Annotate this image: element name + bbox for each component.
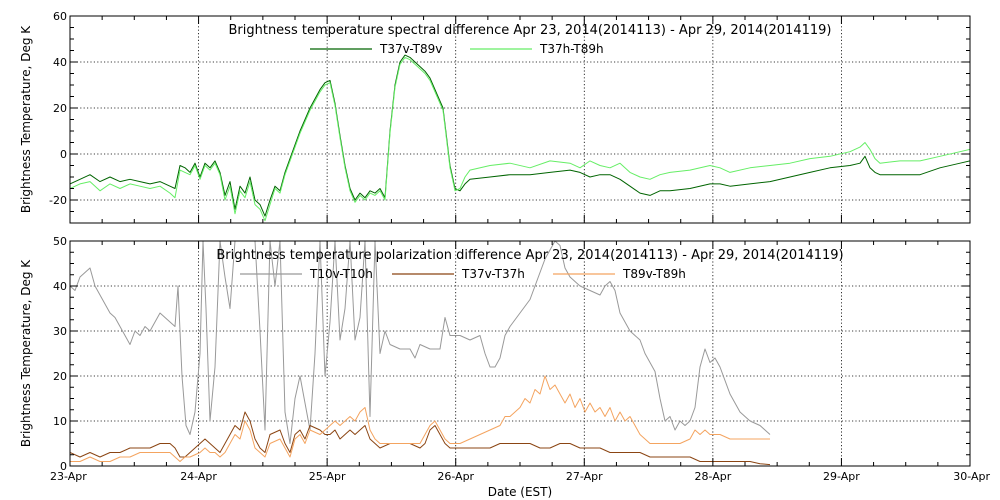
legend-label: T37v-T37h (461, 267, 525, 281)
y-tick-label: -20 (49, 194, 67, 207)
y-tick-label: 40 (53, 56, 67, 69)
grid-lines (70, 16, 970, 223)
legend-label: T10v-T10h (309, 267, 373, 281)
series-group (70, 241, 771, 466)
y-tick-label: 40 (53, 280, 67, 293)
plot-frame (69, 15, 971, 224)
y-tick-label: 50 (53, 235, 67, 248)
series-line-t37v-t89v (70, 54, 970, 217)
x-tick-label: 27-Apr (566, 470, 603, 483)
y-tick-label: 10 (53, 415, 67, 428)
grid-lines (70, 241, 970, 466)
panel-polarization-difference: 0 10 20 30 40 50 Brightness Temperature, Deg K… (19, 235, 971, 473)
y-tick-label: 0 (60, 148, 67, 161)
x-tick-label: 28-Apr (694, 470, 731, 483)
y-tick-label: 0 (60, 460, 67, 473)
series-line-t89v-t89h (70, 375, 770, 462)
x-tick-label: 25-Apr (309, 470, 346, 483)
x-tick-label: 24-Apr (180, 470, 217, 483)
series-line-t37v-t37h (70, 411, 771, 466)
panel-title: Brightness temperature polarization diff… (216, 248, 843, 263)
x-tick-label: 26-Apr (437, 470, 474, 483)
x-tick-label: 23-Apr (50, 470, 87, 483)
legend-label: T37h-T89h (539, 42, 604, 56)
series-line-t10v-t10h (70, 241, 771, 444)
y-tick-label: 20 (53, 370, 67, 383)
y-tick-label: 60 (53, 10, 67, 23)
panel-title: Brightness temperature spectral differen… (228, 23, 831, 38)
y-axis-title: Brightness Temperature, Deg K (19, 25, 33, 213)
series-group (70, 54, 970, 222)
x-tick-label: 30-Apr (953, 470, 990, 483)
legend-label: T37v-T89v (379, 42, 442, 56)
series-line-t37h-t89h (70, 56, 970, 222)
y-axis-title: Brightness Temperature, Deg K (19, 259, 33, 447)
y-tick-label: 20 (53, 102, 67, 115)
y-tick-label: 30 (53, 325, 67, 338)
x-axis-title: Date (EST) (488, 485, 552, 499)
legend-label: T89v-T89h (622, 267, 686, 281)
panel-spectral-difference: -20 0 20 40 60 Brightness Temperature, Deg K B… (19, 10, 971, 224)
x-tick-label: 29-Apr (823, 470, 860, 483)
